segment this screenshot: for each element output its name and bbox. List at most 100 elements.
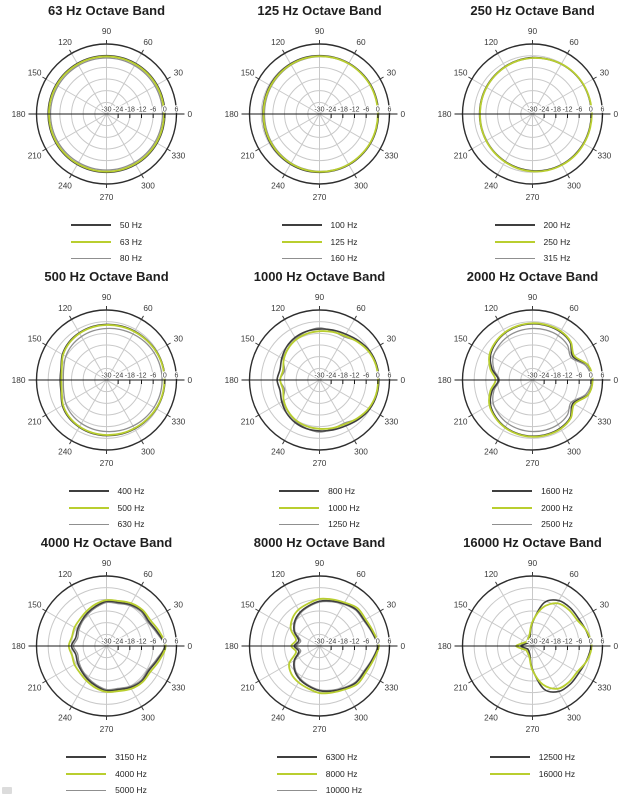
- angle-tick: [166, 608, 171, 612]
- angle-label: 0: [614, 641, 619, 651]
- angle-tick: [42, 414, 47, 418]
- polar-plot: -30 -24 -18 -12 -6 0 6 030609012015018021024027…: [225, 26, 406, 202]
- grid-spoke: [258, 379, 320, 416]
- chart-title: 2000 Hz Octave Band: [466, 269, 599, 284]
- angle-label: 240: [484, 447, 498, 457]
- angle-label: 150: [241, 67, 255, 77]
- grid-spoke: [497, 585, 533, 647]
- legend-label: 315 Hz: [543, 253, 571, 263]
- chart-cell: 500 Hz Octave Band -30 -24 -18 -12 -6 0 6 0 30 60 9…: [0, 268, 213, 534]
- db-labels: -30 -24 -18 -12 -6 0 6: [313, 105, 393, 115]
- legend-item: 125 Hz: [281, 236, 357, 248]
- angle-tick: [495, 49, 498, 54]
- legend-swatch: [70, 257, 111, 259]
- angle-label: 180: [12, 641, 26, 651]
- radial-axis: [28, 572, 185, 720]
- grid-spoke: [497, 53, 533, 115]
- angle-label: 180: [225, 109, 239, 119]
- legend-swatch: [276, 789, 317, 791]
- db-label: -12: [562, 639, 572, 646]
- angle-tick: [379, 342, 384, 346]
- angle-tick: [69, 49, 72, 54]
- angle-label: 150: [454, 333, 468, 343]
- legend-swatch: [494, 257, 535, 259]
- angle-tick: [354, 174, 357, 179]
- grid-spoke: [284, 113, 320, 175]
- grid-spoke: [45, 645, 107, 682]
- angle-tick: [592, 76, 597, 80]
- angle-tick: [592, 342, 597, 346]
- legend: 50 Hz 63 Hz 80 Hz: [70, 219, 142, 264]
- db-label: -24: [539, 107, 549, 114]
- angle-tick: [42, 680, 47, 684]
- legend-item: 6300 Hz: [276, 751, 362, 763]
- db-label: -6: [150, 373, 156, 380]
- angle-tick: [468, 414, 473, 418]
- polar-plot: -30 -24 -18 -12 -6 0 6 030609012015018021024027…: [225, 558, 406, 734]
- angle-label: 120: [484, 37, 498, 47]
- db-label: 0: [376, 373, 380, 380]
- polar-plot: -30 -24 -18 -12 -6 0 6 030609012015018021024027…: [225, 292, 406, 468]
- grid-spoke: [471, 113, 533, 150]
- legend-label: 2000 Hz: [541, 502, 573, 513]
- angle-tick: [379, 414, 384, 418]
- chart-title: 1000 Hz Octave Band: [253, 269, 386, 284]
- legend-label: 100 Hz: [330, 220, 358, 230]
- angle-tick: [255, 76, 260, 80]
- angle-tick: [166, 76, 171, 80]
- legend-item: 16000 Hz: [489, 768, 575, 780]
- angle-label: 240: [484, 181, 498, 191]
- db-label: -24: [539, 639, 549, 646]
- grid-spoke: [471, 78, 533, 115]
- angle-tick: [567, 49, 570, 54]
- angle-tick: [166, 414, 171, 418]
- radial-axis: [241, 306, 398, 454]
- legend-label: 1600 Hz: [541, 486, 573, 496]
- db-label: -6: [363, 107, 369, 114]
- legend-swatch: [68, 490, 109, 492]
- legend-label: 800 Hz: [328, 486, 356, 496]
- angle-label: 300: [141, 181, 155, 191]
- db-labels: -30 -24 -18 -12 -6 0 6: [100, 105, 180, 115]
- chart-cell: 8000 Hz Octave Band -30 -24 -18 -12 -6 0 6 0 30 60…: [213, 534, 426, 800]
- angle-label: 60: [143, 569, 153, 579]
- db-label: 6: [601, 373, 605, 380]
- angle-tick: [255, 680, 260, 684]
- angle-tick: [495, 440, 498, 445]
- angle-label: 210: [454, 682, 468, 692]
- legend-item: 2000 Hz: [492, 502, 573, 514]
- angle-label: 330: [597, 150, 611, 160]
- grid-spoke: [45, 78, 107, 115]
- radial-axis: [454, 306, 611, 454]
- legend-item: 1000 Hz: [279, 502, 360, 514]
- db-label: 0: [163, 107, 167, 114]
- angle-label: 90: [315, 26, 325, 36]
- db-label: -24: [326, 107, 336, 114]
- angle-label: 270: [526, 724, 540, 734]
- angle-tick: [592, 414, 597, 418]
- angle-label: 0: [401, 641, 406, 651]
- radial-axis: [28, 306, 185, 454]
- angle-tick: [166, 148, 171, 152]
- angle-label: 330: [597, 416, 611, 426]
- angle-tick: [255, 342, 260, 346]
- legend-swatch: [492, 490, 533, 492]
- angle-tick: [141, 49, 144, 54]
- angle-label: 0: [401, 109, 406, 119]
- angle-tick: [495, 315, 498, 320]
- angle-label: 300: [354, 447, 368, 457]
- angle-tick: [379, 76, 384, 80]
- db-label: -30: [527, 639, 537, 646]
- angle-label: 60: [569, 569, 579, 579]
- legend-label: 160 Hz: [330, 253, 358, 263]
- db-labels: -30 -24 -18 -12 -6 0 6: [100, 371, 180, 381]
- grid-spoke: [71, 585, 107, 647]
- angle-tick: [379, 608, 384, 612]
- angle-tick: [141, 440, 144, 445]
- angle-label: 0: [614, 375, 619, 385]
- angle-tick: [468, 76, 473, 80]
- grid-spoke: [71, 113, 107, 175]
